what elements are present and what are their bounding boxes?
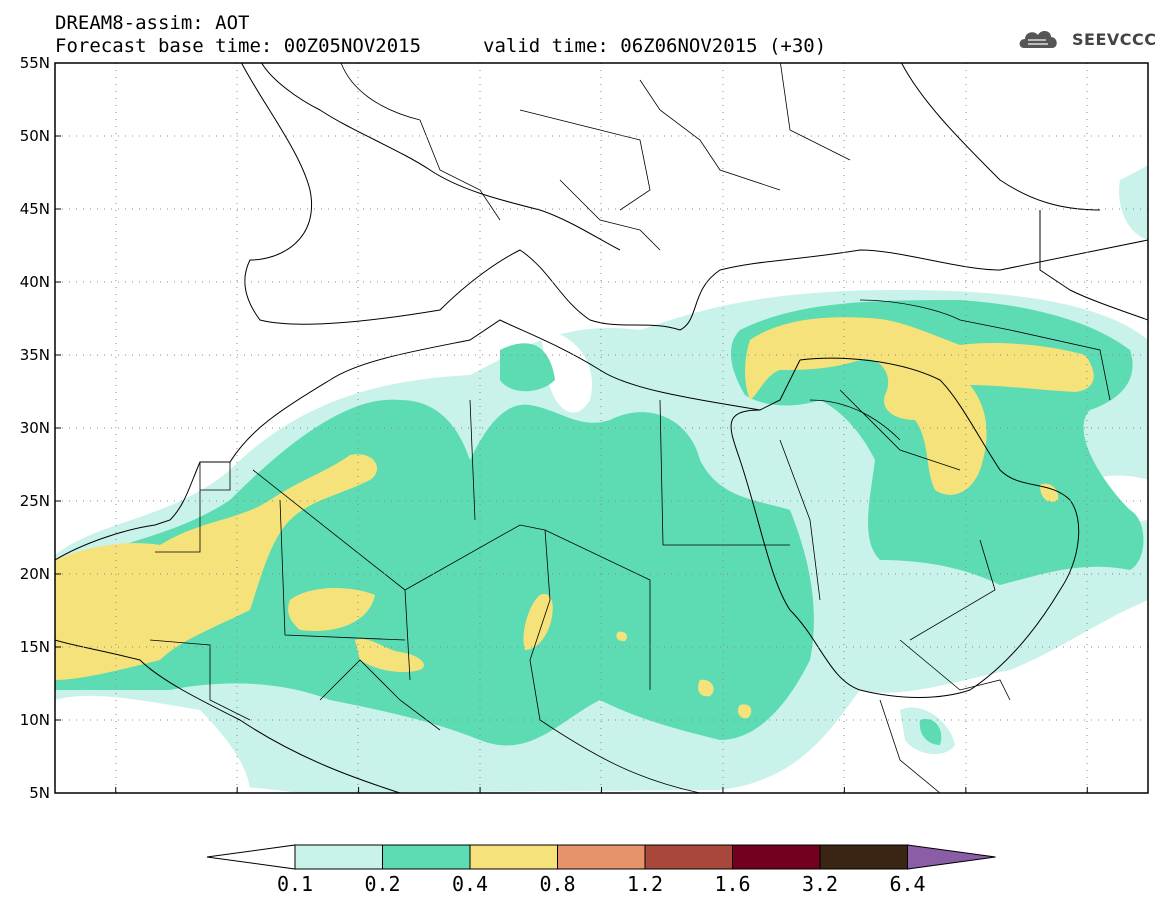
colorbar-swatch <box>294 844 383 870</box>
colorbar-swatch <box>819 844 908 870</box>
lat-label-20N: 20N <box>20 565 50 583</box>
colorbar-swatch <box>644 844 733 870</box>
colorbar-swatch <box>557 844 646 870</box>
lat-label-35N: 35N <box>20 346 50 364</box>
colorbar-under-arrow <box>206 844 296 870</box>
lon-label-20E: 20E <box>587 799 616 800</box>
colorbar-tick-label: 3.2 <box>802 872 838 896</box>
colorbar-tick-label: 1.6 <box>714 872 750 896</box>
lon-label-50E: 50E <box>952 799 981 800</box>
aot-contours <box>55 63 1148 793</box>
graticule <box>55 63 1148 793</box>
cloud-icon <box>1019 31 1057 48</box>
lon-label-0: 0 <box>354 799 364 800</box>
map-title: DREAM8-assim: AOT <box>55 12 250 34</box>
country-borders <box>149 63 1111 793</box>
lon-label-60E: 60E <box>1073 799 1102 800</box>
lat-label-50N: 50N <box>20 127 50 145</box>
aot-map: 55N 50N 45N 40N 35N 30N 25N 20N 15N 10N 5N 20W 10W 0… <box>20 54 1149 800</box>
lon-label-30E: 30E <box>709 799 738 800</box>
aot-band-0.4-0.8 <box>55 317 1094 719</box>
valid-time: valid time: 06Z06NOV2015 (+30) <box>483 35 827 57</box>
lat-label-15N: 15N <box>20 638 50 656</box>
lon-label-10W: 10W <box>220 799 254 800</box>
lat-label-40N: 40N <box>20 273 50 291</box>
colorbar-tick-label: 0.2 <box>364 872 400 896</box>
lat-label-25N: 25N <box>20 492 50 510</box>
colorbar-swatch <box>469 844 558 870</box>
colorbar-tick-label: 0.4 <box>452 872 488 896</box>
longitude-labels: 20W 10W 0 10E 20E 30E 40E 50E 60E <box>99 787 1102 800</box>
coastlines <box>55 63 1148 793</box>
lat-label-5N: 5N <box>29 784 50 800</box>
lon-label-40E: 40E <box>830 799 859 800</box>
latitude-labels: 55N 50N 45N 40N 35N 30N 25N 20N 15N 10N 5N <box>20 54 61 800</box>
colorbar-tick-label: 6.4 <box>889 872 925 896</box>
forecast-base-time: Forecast base time: 00Z05NOV2015 <box>55 35 422 57</box>
lat-label-55N: 55N <box>20 54 50 72</box>
lon-label-20W: 20W <box>99 799 133 800</box>
colorbar-tick-label: 0.8 <box>539 872 575 896</box>
colorbar-swatch <box>732 844 821 870</box>
colorbar-over-arrow <box>907 844 996 870</box>
colorbar-swatch <box>382 844 471 870</box>
colorbar-tick-label: 1.2 <box>627 872 663 896</box>
lat-label-10N: 10N <box>20 711 50 729</box>
lat-label-30N: 30N <box>20 419 50 437</box>
colorbar-tick-label: 0.1 <box>277 872 313 896</box>
lon-label-10E: 10E <box>466 799 495 800</box>
lat-label-45N: 45N <box>20 200 50 218</box>
